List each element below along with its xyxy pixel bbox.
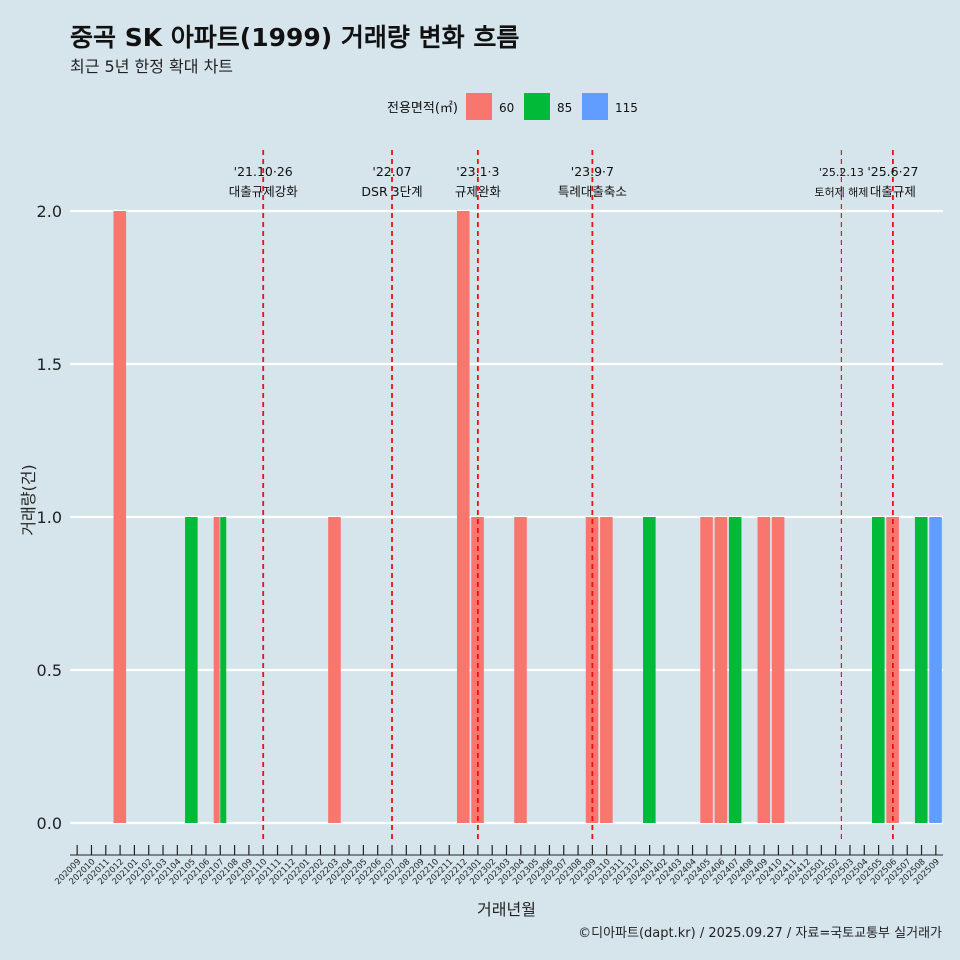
bar: [714, 517, 728, 823]
bar: [213, 517, 220, 823]
event-label: 대출규제강화: [229, 184, 299, 199]
event-label: 규제완화: [455, 184, 502, 199]
bar: [757, 517, 771, 823]
y-axis-title: 거래량(건): [19, 464, 38, 535]
bar: [886, 517, 899, 823]
y-tick-label: 2.0: [37, 202, 62, 221]
event-date: '25.6·27: [867, 164, 918, 179]
legend-title: 전용면적(㎡): [387, 101, 458, 116]
bar: [585, 517, 599, 823]
bar: [328, 517, 341, 823]
bar: [456, 211, 470, 823]
source-caption: ©디아파트(dapt.kr) / 2025.09.27 / 자료=국토교통부 실…: [578, 926, 942, 941]
bar: [185, 517, 198, 823]
bar: [872, 517, 885, 823]
bar: [113, 211, 127, 823]
legend-swatch: [524, 93, 550, 120]
x-axis-title: 거래년월: [477, 900, 536, 919]
legend-swatch: [582, 93, 608, 120]
bar: [700, 517, 713, 823]
event-label: 토허제 해제: [814, 185, 868, 199]
event-date: '23.9·7: [571, 164, 614, 179]
event-label: 특례대출축소: [558, 184, 627, 199]
y-tick-label: 0.5: [37, 661, 62, 680]
event-date: '21.10·26: [234, 164, 293, 179]
bar: [514, 517, 527, 823]
event-date: '22.07: [372, 164, 411, 179]
bar: [771, 517, 785, 823]
bar: [643, 517, 656, 823]
event-label: DSR 3단계: [361, 184, 422, 199]
legend-label: 85: [557, 101, 572, 115]
legend-swatch: [466, 93, 492, 120]
legend: 전용면적(㎡) 60 85 115: [387, 93, 638, 120]
event-date: '23.1·3: [456, 164, 499, 179]
bar: [914, 517, 928, 823]
chart-subtitle: 최근 5년 한정 확대 차트: [70, 57, 234, 76]
y-tick-label: 1.5: [37, 355, 62, 374]
y-tick-label: 0.0: [37, 814, 62, 833]
legend-label: 115: [615, 101, 638, 115]
y-tick-label: 1.0: [37, 508, 62, 527]
bar: [600, 517, 613, 823]
chart-title: 중곡 SK 아파트(1999) 거래량 변화 흐름: [70, 23, 520, 52]
event-label: 대출규제: [870, 184, 916, 199]
bar: [728, 517, 742, 823]
legend-label: 60: [499, 101, 514, 115]
bar: [471, 517, 484, 823]
event-date: '25.2.13: [819, 166, 864, 179]
bar: [929, 517, 942, 823]
bar: [220, 517, 227, 823]
